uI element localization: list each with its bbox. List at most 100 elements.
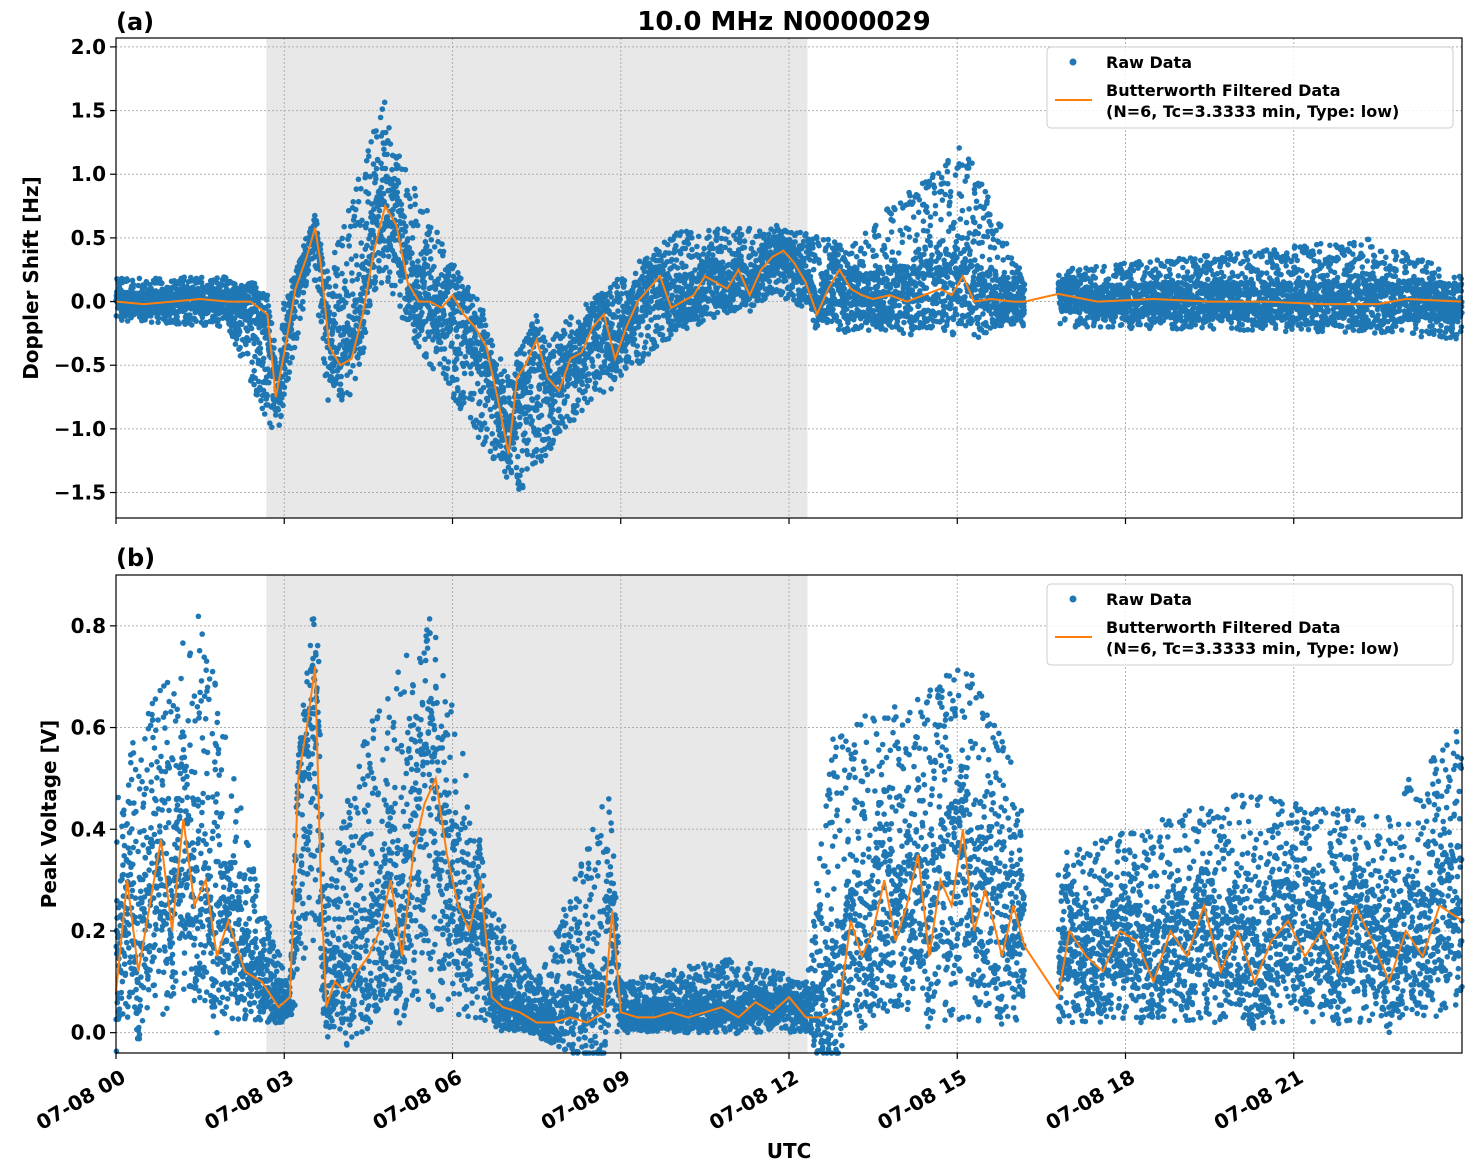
raw-data-point	[432, 286, 439, 293]
raw-data-point	[359, 217, 365, 224]
raw-data-point	[521, 351, 528, 357]
raw-data-point	[655, 314, 662, 321]
raw-data-point	[775, 277, 782, 284]
raw-data-point	[682, 245, 689, 252]
raw-data-point	[193, 318, 199, 324]
raw-data-point	[264, 292, 271, 299]
raw-data-point	[381, 99, 388, 106]
raw-data-point	[347, 391, 353, 398]
raw-data-point	[258, 397, 264, 404]
raw-data-point	[346, 243, 353, 249]
raw-data-point	[467, 414, 474, 421]
raw-data-point	[488, 337, 494, 344]
raw-data-point	[827, 274, 834, 281]
raw-data-point	[621, 277, 628, 284]
raw-data-point	[503, 474, 510, 480]
raw-data-point	[547, 368, 553, 374]
raw-data-point	[551, 348, 557, 355]
raw-data-point	[623, 365, 629, 371]
raw-data-point	[412, 193, 419, 199]
raw-data-point	[377, 114, 384, 121]
raw-data-point	[506, 395, 512, 401]
raw-data-point	[454, 284, 461, 290]
raw-data-point	[803, 231, 809, 237]
raw-data-point	[574, 402, 580, 409]
raw-data-point	[314, 221, 320, 227]
raw-data-point	[376, 257, 382, 264]
raw-data-point	[407, 195, 413, 202]
raw-data-point	[300, 298, 306, 305]
raw-data-point	[269, 424, 275, 431]
raw-data-point	[365, 190, 372, 197]
raw-data-point	[631, 330, 637, 337]
raw-data-point	[449, 340, 455, 347]
raw-data-point	[535, 427, 542, 433]
raw-data-point	[491, 455, 497, 461]
raw-data-point	[237, 344, 243, 351]
raw-data-point	[718, 248, 724, 255]
raw-data-point	[295, 330, 301, 336]
raw-data-point	[350, 362, 356, 369]
raw-data-point	[414, 222, 421, 229]
raw-data-point	[254, 392, 261, 398]
raw-data-point	[469, 396, 475, 403]
raw-data-point	[792, 239, 798, 245]
raw-data-point	[645, 351, 652, 357]
raw-data-point	[440, 248, 447, 255]
raw-data-point	[245, 350, 251, 357]
raw-data-point	[841, 286, 848, 292]
raw-data-point	[282, 365, 288, 372]
raw-data-point	[453, 365, 459, 372]
raw-data-point	[364, 242, 370, 249]
raw-data-point	[582, 388, 588, 394]
raw-data-point	[159, 280, 165, 286]
raw-data-point	[338, 373, 345, 380]
raw-data-point	[562, 330, 568, 337]
raw-data-point	[447, 326, 454, 332]
raw-data-point	[684, 325, 690, 332]
raw-data-point	[383, 264, 389, 271]
raw-data-point	[378, 280, 385, 286]
raw-data-point	[397, 292, 403, 298]
raw-data-point	[556, 428, 563, 435]
raw-data-point	[507, 459, 514, 466]
raw-data-point	[534, 407, 540, 413]
raw-data-point	[291, 344, 298, 351]
raw-data-point	[378, 184, 385, 191]
raw-data-point	[214, 275, 220, 281]
raw-data-point	[621, 282, 627, 289]
raw-data-point	[461, 399, 467, 406]
raw-data-point	[725, 229, 731, 235]
raw-data-point	[595, 353, 602, 359]
raw-data-point	[366, 153, 372, 160]
raw-data-point	[376, 207, 383, 214]
raw-data-point	[689, 235, 695, 241]
raw-data-point	[428, 274, 434, 281]
raw-data-point	[434, 328, 441, 335]
raw-data-point	[673, 257, 680, 263]
raw-data-point	[363, 220, 370, 227]
raw-data-point	[644, 255, 650, 262]
raw-data-point	[359, 253, 365, 260]
raw-data-point	[678, 229, 685, 235]
raw-data-point	[386, 269, 393, 275]
raw-data-point	[524, 466, 530, 472]
raw-data-point	[584, 383, 591, 390]
raw-data-point	[766, 231, 772, 238]
raw-data-point	[455, 387, 461, 394]
raw-data-point	[481, 420, 488, 427]
raw-data-point	[342, 278, 348, 284]
raw-data-point	[797, 229, 804, 236]
raw-data-point	[415, 283, 422, 290]
raw-data-point	[413, 278, 420, 285]
raw-data-point	[525, 437, 532, 444]
raw-data-point	[517, 421, 523, 428]
raw-data-point	[465, 284, 471, 291]
raw-data-point	[362, 329, 369, 336]
raw-data-point	[148, 319, 155, 326]
raw-data-point	[546, 423, 553, 430]
raw-data-point	[666, 312, 672, 319]
raw-data-point	[155, 315, 162, 321]
raw-data-point	[334, 266, 340, 272]
raw-data-point	[810, 266, 817, 273]
